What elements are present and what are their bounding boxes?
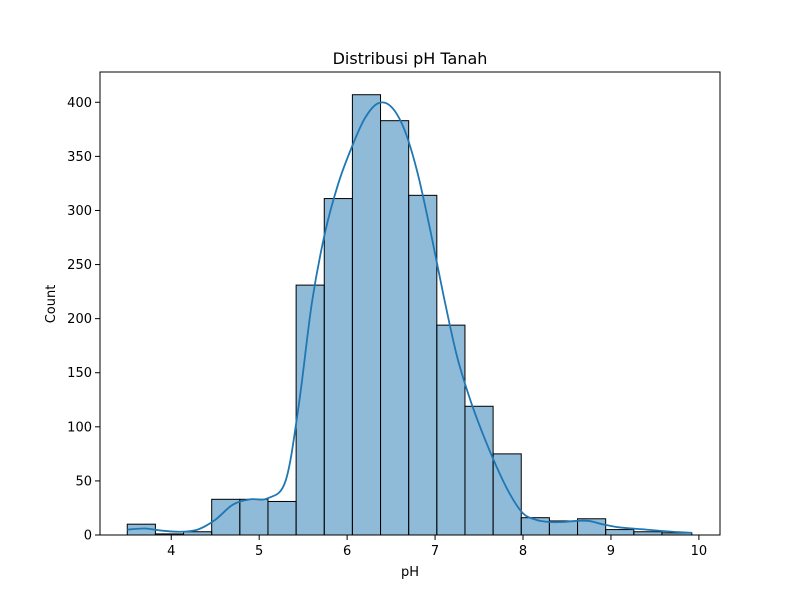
histogram-bar-9 [380, 120, 410, 536]
y-tick-label: 200 [67, 312, 92, 327]
x-tick-label: 9 [607, 544, 615, 559]
histogram-bar-4 [239, 498, 269, 536]
chart-title: Distribusi pH Tanah [333, 49, 488, 68]
x-axis: 4 5 6 7 8 9 10 [167, 535, 707, 559]
x-tick-label: 7 [431, 544, 439, 559]
plot-frame [99, 71, 721, 536]
kde-curve [127, 101, 692, 534]
y-tick-label: 150 [67, 366, 92, 381]
x-tick-label: 8 [519, 544, 527, 559]
histogram-bar-6 [295, 284, 325, 536]
y-tick-label: 300 [67, 204, 92, 219]
y-tick-label: 100 [67, 420, 92, 435]
histogram-bar-8 [351, 94, 382, 536]
y-axis: 0 50 100 150 200 250 300 350 400 [67, 96, 100, 544]
y-tick-label: 250 [67, 258, 92, 273]
kde-layer [127, 101, 692, 534]
histogram-bar-11 [436, 324, 466, 536]
histogram-bar-5 [267, 500, 297, 536]
x-tick-label: 10 [691, 544, 708, 559]
x-tick-label: 6 [343, 544, 351, 559]
bars-layer [126, 94, 693, 536]
histogram-bar-7 [323, 198, 353, 536]
x-tick-label: 4 [167, 544, 175, 559]
histogram-bar-12 [464, 405, 494, 536]
y-tick-label: 350 [67, 150, 92, 165]
y-tick-label: 0 [84, 529, 92, 544]
histogram-bar-17 [605, 529, 635, 536]
histogram-bar-3 [211, 498, 241, 536]
x-axis-label: pH [401, 565, 419, 580]
histogram-bar-10 [408, 194, 438, 536]
y-tick-label: 400 [67, 96, 92, 111]
histogram-bar-13 [492, 453, 522, 536]
x-tick-label: 5 [255, 544, 263, 559]
y-tick-label: 50 [75, 474, 92, 489]
y-axis-label: Count [44, 285, 59, 324]
